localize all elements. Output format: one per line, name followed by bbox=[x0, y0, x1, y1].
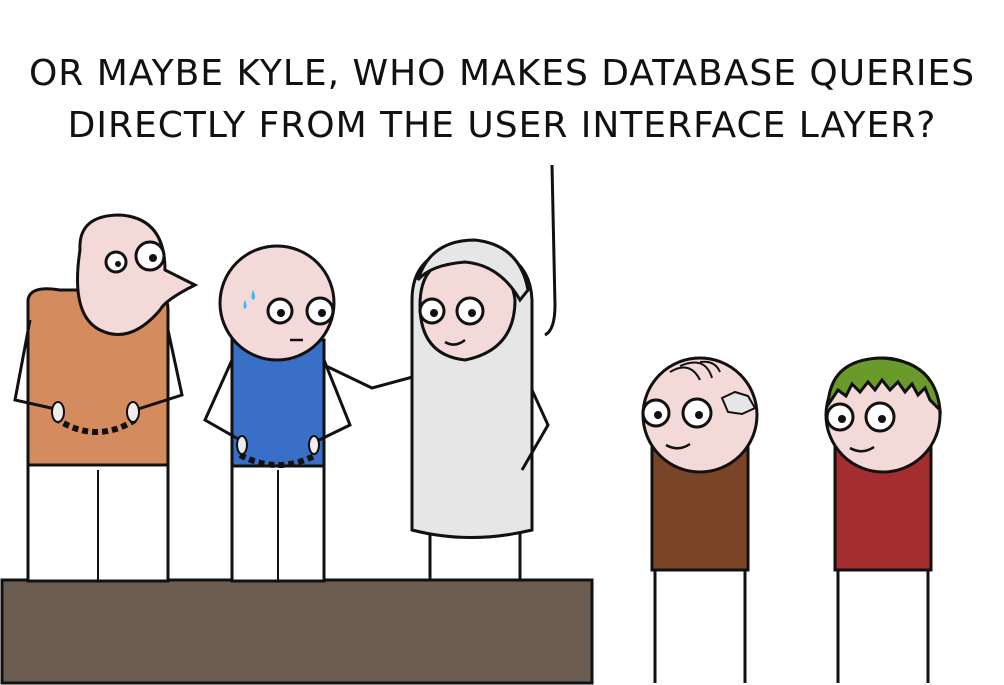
speech-tail bbox=[544, 164, 557, 337]
speech-text: OR MAYBE KYLE, WHO MAKES DATABASE QUERIE… bbox=[0, 48, 1004, 152]
green-hair-kid bbox=[824, 356, 942, 683]
podium bbox=[0, 578, 594, 685]
speech-line-1: OR MAYBE KYLE, WHO MAKES DATABASE QUERIE… bbox=[28, 53, 976, 94]
speech-line-2: DIRECTLY FROM THE USER INTERFACE LAYER? bbox=[67, 105, 937, 146]
kyle bbox=[641, 356, 759, 683]
prisoner-orange bbox=[13, 213, 199, 583]
sweat-drop-icon bbox=[251, 290, 255, 300]
bandage-icon bbox=[720, 390, 757, 416]
prisoner-blue bbox=[203, 244, 421, 583]
judge bbox=[410, 238, 550, 580]
